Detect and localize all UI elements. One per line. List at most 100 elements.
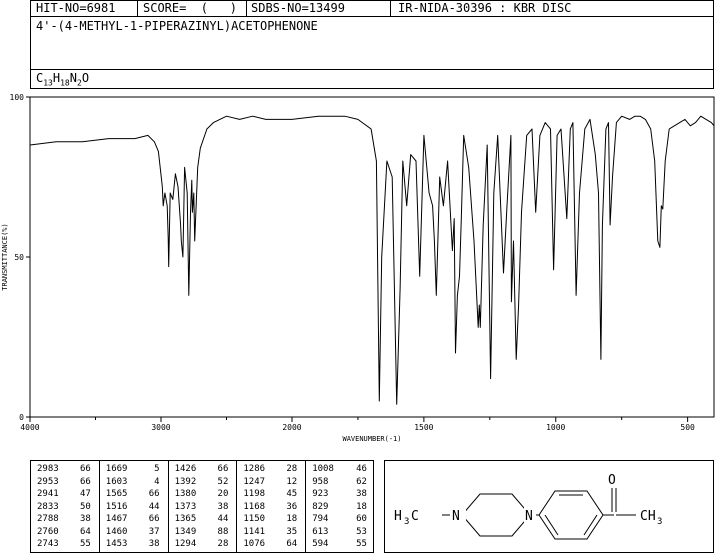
peak-transmittance: 66 <box>148 489 160 499</box>
peak-transmittance: 52 <box>217 476 229 487</box>
label-h: H <box>394 509 402 524</box>
peak-wavenumber: 1669 <box>105 464 128 474</box>
header-divider-2 <box>246 0 247 17</box>
peak-transmittance: 37 <box>148 526 160 537</box>
peak-transmittance: 5 <box>154 464 160 474</box>
piperazine-ring <box>461 493 531 537</box>
peak-transmittance: 28 <box>286 464 298 474</box>
o-mask <box>606 472 622 488</box>
peak-wavenumber: 594 <box>312 539 329 549</box>
peak-wavenumber: 1349 <box>174 526 197 537</box>
peak-wavenumber: 1460 <box>105 526 128 537</box>
peak-wavenumber: 2833 <box>37 501 59 512</box>
peak-column: 1008 46 958 62 923 38 829 18 794 60 613 53 594 55 <box>306 461 375 552</box>
peak-wavenumber: 1373 <box>174 501 197 512</box>
peak-wavenumber: 829 <box>312 501 329 512</box>
peak-wavenumber: 1516 <box>105 501 128 512</box>
x-tick-label: 3000 <box>151 423 170 432</box>
benzene-ring <box>538 490 604 540</box>
peak-wavenumber: 613 <box>312 526 329 537</box>
label-c: C <box>411 509 419 524</box>
aromatic-bond-3 <box>544 514 559 536</box>
peak-column: 2983 66 2953 66 2941 47 2833 50 2788 38 2760 64 2743… <box>31 461 100 552</box>
peak-column: 1669 5 1603 4 1565 66 1516 44 1467 66 1460 37 1453 38 <box>100 461 169 552</box>
peak-wavenumber: 1294 <box>174 539 197 549</box>
peak-transmittance: 36 <box>286 501 298 512</box>
y-tick-label: 0 <box>19 413 24 422</box>
label-3: 3 <box>404 517 409 527</box>
peak-transmittance: 18 <box>356 501 367 512</box>
peak-transmittance: 12 <box>286 476 298 487</box>
label-ch-3: 3 <box>657 517 662 527</box>
peak-table: 2983 66 2953 66 2941 47 2833 50 2788 38 2760 64 2743… <box>30 460 374 553</box>
peak-transmittance: 62 <box>356 476 367 487</box>
x-tick-label: 2000 <box>282 423 301 432</box>
x-tick-label: 500 <box>680 423 695 432</box>
x-tick-label: 4000 <box>20 423 39 432</box>
hit-number: HIT-NO=6981 <box>36 1 116 15</box>
sdbs-number: SDBS-NO=13499 <box>251 1 345 15</box>
peak-column: 1286 28 1247 12 1198 45 1168 36 1150 18 1141 35 1076… <box>237 461 307 552</box>
peak-wavenumber: 1008 <box>312 464 334 474</box>
peak-wavenumber: 1467 <box>105 514 128 524</box>
peak-transmittance: 4 <box>154 476 160 487</box>
peak-transmittance: 64 <box>79 526 91 537</box>
peak-wavenumber: 1392 <box>174 476 197 487</box>
n-mask <box>450 507 466 523</box>
peak-wavenumber: 2953 <box>37 476 59 487</box>
peak-transmittance: 45 <box>286 489 298 499</box>
peak-wavenumber: 1426 <box>174 464 197 474</box>
peak-wavenumber: 1141 <box>243 526 266 537</box>
peak-wavenumber: 1453 <box>105 539 128 549</box>
peak-transmittance: 55 <box>356 539 367 549</box>
peak-transmittance: 66 <box>79 476 91 487</box>
molecular-formula: C13H18N2O <box>36 71 90 88</box>
label-ch: CH <box>640 509 656 524</box>
formula-box <box>30 69 714 89</box>
peak-transmittance: 44 <box>148 501 160 512</box>
peak-wavenumber: 923 <box>312 489 329 499</box>
peak-transmittance: 47 <box>79 489 91 499</box>
peak-transmittance: 38 <box>356 489 367 499</box>
peak-transmittance: 35 <box>286 526 298 537</box>
peak-transmittance: 28 <box>217 539 229 549</box>
peak-wavenumber: 1365 <box>174 514 197 524</box>
ir-spectrum-chart: 4000 3000 2000 1500 1000 500100500WAVENUMBER(… <box>1 93 715 443</box>
peak-transmittance: 60 <box>356 514 367 524</box>
score: SCORE= ( ) <box>143 1 237 15</box>
spectrum-line <box>29 115 715 405</box>
peak-transmittance: 66 <box>217 464 229 474</box>
peak-transmittance: 18 <box>286 514 298 524</box>
y-tick-label: 50 <box>14 253 24 262</box>
aromatic-bond-2 <box>583 514 598 536</box>
peak-wavenumber: 1286 <box>243 464 266 474</box>
header-bar <box>30 0 714 17</box>
x-tick-label: 1500 <box>414 423 433 432</box>
header-divider-1 <box>137 0 138 17</box>
label-o: O <box>608 473 616 488</box>
peak-wavenumber: 1603 <box>105 476 128 487</box>
peak-wavenumber: 794 <box>312 514 329 524</box>
peak-transmittance: 64 <box>286 539 298 549</box>
x-tick-label: 1000 <box>546 423 565 432</box>
peak-wavenumber: 1150 <box>243 514 266 524</box>
compound-name: 4'-(4-METHYL-1-PIPERAZINYL)ACETOPHENONE <box>36 19 318 33</box>
peak-wavenumber: 1565 <box>105 489 128 499</box>
peak-wavenumber: 1076 <box>243 539 266 549</box>
peak-transmittance: 88 <box>217 526 229 537</box>
chemical-structure: H 3 C N N O CH 3 <box>394 472 662 540</box>
y-tick-label: 100 <box>10 93 25 102</box>
peak-transmittance: 50 <box>79 501 91 512</box>
peak-transmittance: 20 <box>217 489 229 499</box>
peak-wavenumber: 2941 <box>37 489 59 499</box>
peak-wavenumber: 2760 <box>37 526 59 537</box>
x-axis-label: WAVENUMBER(-1) <box>342 435 401 443</box>
y-axis-label: TRANSMITTANCE(%) <box>1 223 9 290</box>
peak-transmittance: 53 <box>356 526 367 537</box>
label-n-right: N <box>525 509 533 524</box>
peak-wavenumber: 1380 <box>174 489 197 499</box>
peak-wavenumber: 1168 <box>243 501 266 512</box>
n-mask-2 <box>524 507 536 523</box>
peak-wavenumber: 2983 <box>37 464 59 474</box>
peak-wavenumber: 2788 <box>37 514 59 524</box>
